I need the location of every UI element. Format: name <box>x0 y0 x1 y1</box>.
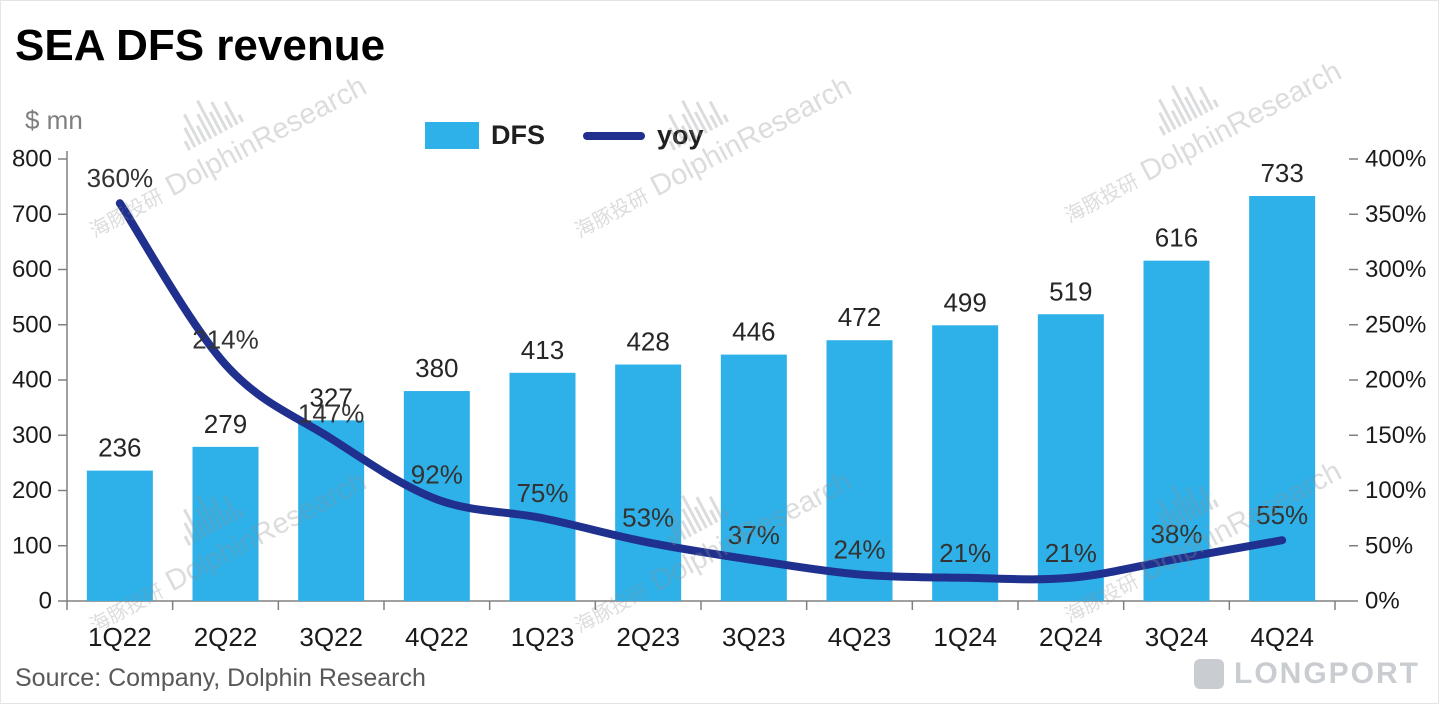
bar-value-label: 327 <box>309 382 352 412</box>
legend-item-dfs: DFS <box>425 120 545 151</box>
x-axis-label: 3Q23 <box>722 622 786 652</box>
bar-value-label: 472 <box>838 302 881 332</box>
x-axis-label: 4Q22 <box>405 622 469 652</box>
yoy-value-label: 21% <box>939 538 991 568</box>
right-axis-tick-label: 100% <box>1365 477 1426 504</box>
x-axis-label: 3Q24 <box>1145 622 1209 652</box>
left-axis-tick-label: 800 <box>12 146 52 173</box>
yoy-swatch-icon <box>583 131 645 140</box>
x-axis-label: 4Q24 <box>1250 622 1314 652</box>
bar-2Q23 <box>615 364 682 601</box>
bar-3Q24 <box>1143 260 1210 601</box>
longport-logo-text: LONGPORT <box>1234 657 1420 690</box>
yoy-value-label: 75% <box>516 478 568 508</box>
x-axis-label: 1Q24 <box>933 622 997 652</box>
yoy-value-label: 360% <box>87 163 154 193</box>
x-axis-label: 3Q22 <box>299 622 363 652</box>
right-axis-tick-label: 200% <box>1365 367 1426 394</box>
left-axis-tick-label: 600 <box>12 256 52 283</box>
right-axis-tick-label: 350% <box>1365 201 1426 228</box>
x-axis-label: 2Q24 <box>1039 622 1103 652</box>
left-axis-tick-label: 200 <box>12 477 52 504</box>
bar-value-label: 733 <box>1260 158 1303 188</box>
bar-value-label: 380 <box>415 353 458 383</box>
bar-3Q22 <box>298 420 365 601</box>
bar-value-label: 428 <box>626 327 669 357</box>
yoy-value-label: 37% <box>728 520 780 550</box>
x-axis-label: 1Q23 <box>511 622 575 652</box>
yoy-value-label: 24% <box>833 534 885 564</box>
right-axis-tick-label: 300% <box>1365 256 1426 283</box>
x-axis-label: 2Q23 <box>616 622 680 652</box>
x-axis-label: 1Q22 <box>88 622 152 652</box>
bar-4Q24 <box>1249 196 1316 601</box>
bar-1Q22 <box>86 470 153 601</box>
left-axis-tick-label: 700 <box>12 201 52 228</box>
bar-1Q24 <box>932 325 999 601</box>
legend-item-yoy: yoy <box>583 120 704 151</box>
legend-label-yoy: yoy <box>657 120 704 150</box>
yoy-value-label: 53% <box>622 502 674 532</box>
yoy-value-label: 21% <box>1045 538 1097 568</box>
right-axis-tick-label: 0% <box>1365 588 1400 615</box>
bar-value-label: 279 <box>204 409 247 439</box>
page-title: SEA DFS revenue <box>15 21 386 70</box>
right-axis-tick-label: 400% <box>1365 146 1426 173</box>
yoy-value-label: 92% <box>411 459 463 489</box>
legend: DFS yoy <box>425 120 704 151</box>
left-axis-tick-label: 100 <box>12 532 52 559</box>
bar-2Q24 <box>1037 314 1104 601</box>
legend-label-dfs: DFS <box>491 120 545 150</box>
bar-value-label: 616 <box>1155 223 1198 253</box>
bar-value-label: 499 <box>943 287 986 317</box>
bar-value-label: 413 <box>521 335 564 365</box>
right-axis-tick-label: 250% <box>1365 311 1426 338</box>
bar-value-label: 236 <box>98 433 141 463</box>
dfs-swatch-icon <box>425 122 479 149</box>
longport-logo: LONGPORT <box>1194 657 1420 691</box>
right-axis-tick-label: 50% <box>1365 532 1413 559</box>
yoy-value-label: 55% <box>1256 500 1308 530</box>
left-axis-tick-label: 0 <box>39 588 52 615</box>
bar-4Q23 <box>826 340 893 601</box>
right-axis-tick-label: 150% <box>1365 422 1426 449</box>
left-axis-tick-label: 500 <box>12 311 52 338</box>
x-axis-label: 4Q23 <box>828 622 892 652</box>
left-axis-tick-label: 300 <box>12 422 52 449</box>
yoy-value-label: 147% <box>298 399 365 429</box>
bar-value-label: 519 <box>1049 276 1092 306</box>
yoy-value-label: 38% <box>1150 519 1202 549</box>
bar-value-label: 446 <box>732 317 775 347</box>
left-axis-tick-label: 400 <box>12 367 52 394</box>
yoy-value-label: 214% <box>192 325 259 355</box>
x-axis-label: 2Q22 <box>194 622 258 652</box>
longport-logo-icon <box>1194 659 1224 689</box>
bar-1Q23 <box>509 372 576 601</box>
source-note: Source: Company, Dolphin Research <box>15 664 426 692</box>
bar-2Q22 <box>192 446 259 601</box>
yoy-line <box>115 199 1287 584</box>
axis-unit-label: $ mn <box>25 105 83 135</box>
